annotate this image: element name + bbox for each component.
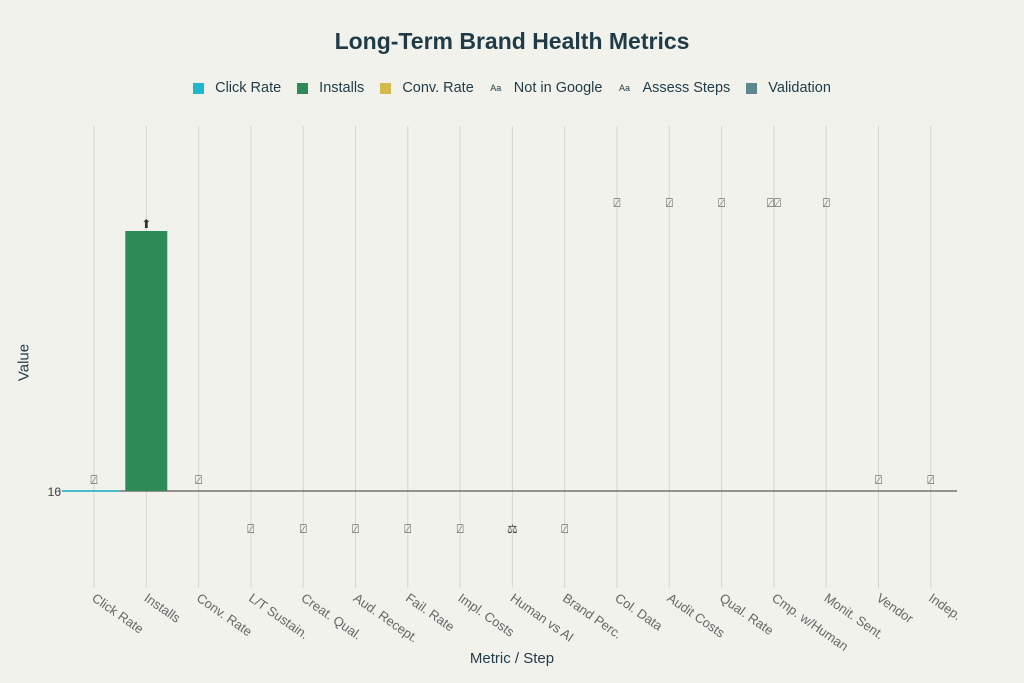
annotation-marker: ⍁ <box>927 473 934 487</box>
annotation-marker: ⍁ <box>404 522 411 536</box>
legend-item[interactable]: Aa Not in Google <box>490 80 603 96</box>
x-tick-label: Indep. <box>926 590 964 623</box>
annotation-marker: ⍁ <box>875 473 882 487</box>
legend-label: Assess Steps <box>642 80 731 96</box>
legend-swatch <box>380 82 392 94</box>
annotation-marker: ⬆ <box>141 217 151 231</box>
annotation-marker: ⍁ <box>247 522 254 536</box>
annotation-marker: ⍁ <box>195 473 202 487</box>
legend-item[interactable]: Conv. Rate <box>380 80 474 96</box>
legend-label: Not in Google <box>513 80 603 96</box>
bar <box>125 231 168 491</box>
legend-item[interactable]: Installs <box>297 80 364 96</box>
legend-swatch <box>297 82 309 94</box>
legend-swatch <box>746 82 758 94</box>
x-tick-label: Vendor <box>874 590 917 626</box>
legend-text-marker: Aa <box>618 83 630 93</box>
annotation-marker: ⍁ <box>90 473 97 487</box>
legend: Click Rate Installs Conv. Rate Aa Not in Goo… <box>0 80 1024 96</box>
annotation-marker: ⍁ <box>666 196 673 210</box>
annotation-marker: ⍁ <box>300 522 307 536</box>
x-axis-label: Metric / Step <box>469 650 555 667</box>
legend-label: Validation <box>768 80 831 96</box>
legend-label: Installs <box>319 80 365 96</box>
x-tick-label: Click Rate <box>89 590 146 636</box>
legend-item[interactable]: Click Rate <box>193 80 281 96</box>
legend-swatch <box>193 82 205 94</box>
annotation-marker: ⚖ <box>507 522 518 536</box>
annotation-marker: ⍁⍁ <box>767 196 781 210</box>
legend-label: Click Rate <box>215 80 282 96</box>
x-tick-label: Impl. Costs <box>455 590 517 640</box>
annotation-marker: ⍁ <box>352 522 359 536</box>
legend-item[interactable]: Validation <box>746 80 831 96</box>
legend-item[interactable]: Aa Assess Steps <box>618 80 730 96</box>
y-axis-label: Value <box>15 343 33 382</box>
annotation-marker: ⍁ <box>561 522 568 536</box>
chart-title: Long-Term Brand Health Metrics <box>334 28 690 54</box>
annotation-marker: ⍁ <box>823 196 830 210</box>
y-tick-label: 16 <box>48 485 62 499</box>
x-tick-label: Audit Costs <box>665 590 728 641</box>
x-tick-label: Installs <box>142 590 184 626</box>
legend-label: Conv. Rate <box>402 80 474 96</box>
legend-text-marker: Aa <box>490 83 502 93</box>
annotation-marker: ⍁ <box>613 196 620 210</box>
annotation-marker: ⍁ <box>456 522 463 536</box>
y-tick-label: 10 <box>48 485 62 499</box>
annotation-marker: ⍁ <box>718 196 725 210</box>
x-tick-label: Conv. Rate <box>194 590 255 639</box>
